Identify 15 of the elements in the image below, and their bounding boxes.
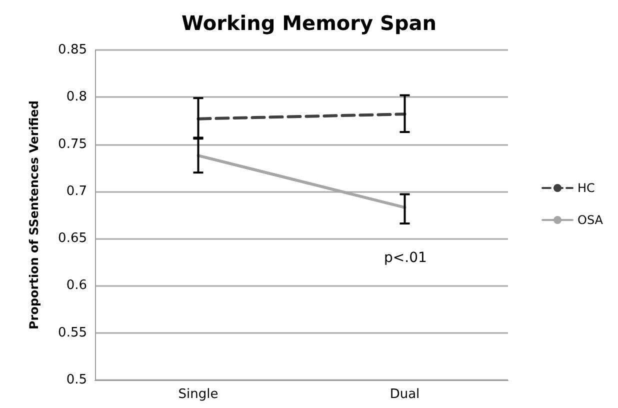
y-axis-title: Proportion of SSentences Verified — [27, 100, 41, 330]
legend-label: HC — [578, 181, 595, 195]
y-tick-label: 0.85 — [58, 42, 87, 58]
annotation: p<.01 — [384, 250, 427, 266]
y-tick-label: 0.6 — [66, 278, 87, 294]
y-tick-label: 0.5 — [66, 372, 87, 388]
y-tick-label: 0.65 — [58, 231, 87, 246]
y-tick-label: 0.75 — [58, 136, 87, 152]
x-tick-label: Dual — [390, 387, 420, 402]
legend-label: OSA — [578, 213, 604, 227]
y-tick-label: 0.7 — [66, 184, 87, 199]
y-tick-label: 0.8 — [66, 90, 87, 105]
x-tick-label: Single — [178, 387, 218, 402]
chart-title: Working Memory Span — [182, 11, 436, 35]
y-tick-label: 0.55 — [58, 325, 87, 340]
